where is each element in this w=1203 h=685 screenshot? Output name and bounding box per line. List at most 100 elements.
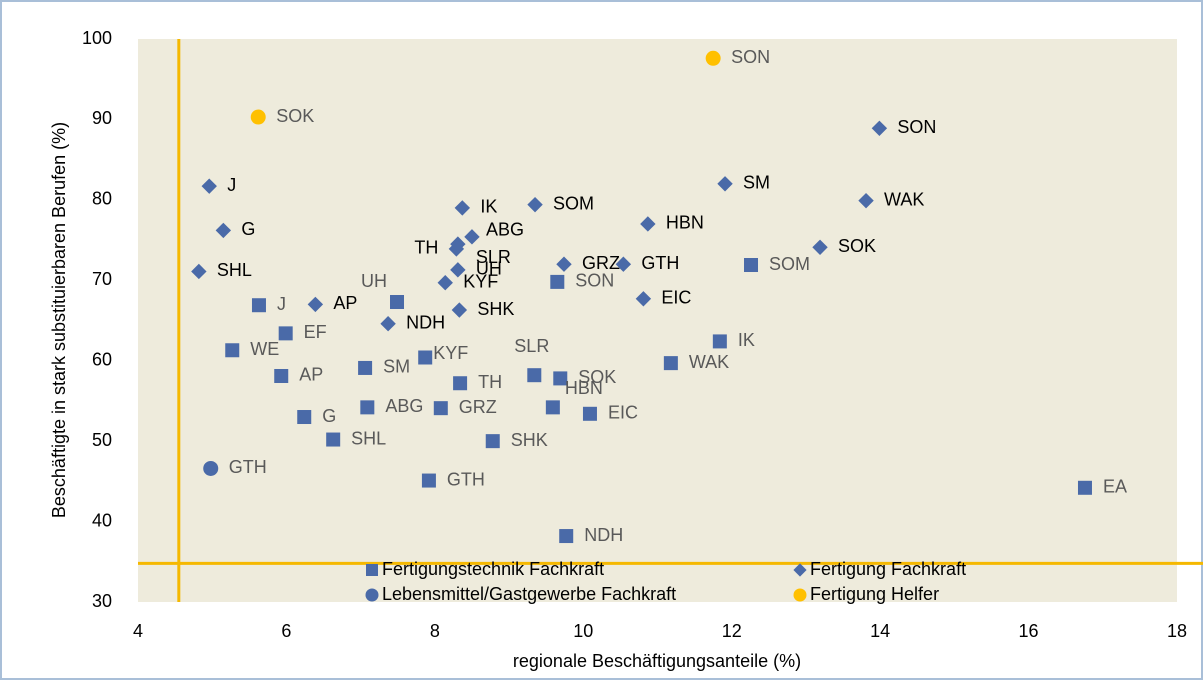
data-label: G [322, 406, 336, 426]
data-label: SHL [351, 428, 386, 448]
data-label: KYF [463, 271, 498, 291]
point [556, 256, 572, 272]
data-label: IK [738, 330, 755, 350]
point [433, 401, 448, 416]
data-label: WAK [884, 189, 924, 209]
point [451, 302, 468, 318]
x-tick-label: 4 [133, 621, 143, 641]
data-label: SM [383, 357, 410, 377]
data-label: SHK [477, 299, 514, 319]
point [553, 371, 568, 386]
data-label: SOK [276, 106, 314, 126]
point [297, 410, 312, 425]
point [1077, 480, 1092, 495]
y-tick-label: 60 [92, 349, 112, 369]
point [464, 229, 480, 245]
y-tick-label: 70 [92, 269, 112, 289]
point [663, 356, 678, 371]
point [635, 291, 652, 307]
data-label: TH [478, 372, 502, 392]
data-label: J [227, 175, 236, 195]
x-tick-label: 10 [573, 621, 593, 641]
data-label: G [241, 219, 255, 239]
data-label: UH [476, 259, 502, 279]
point [380, 316, 396, 332]
data-label: GTH [229, 457, 267, 477]
point [450, 262, 466, 278]
x-tick-label: 8 [430, 621, 440, 641]
x-tick-label: 12 [722, 621, 742, 641]
point [450, 236, 466, 252]
data-label: SON [731, 47, 770, 67]
point [215, 222, 232, 239]
data-label: AP [333, 293, 357, 313]
data-label: KYF [433, 343, 468, 363]
point [640, 216, 656, 232]
point [278, 326, 293, 341]
point [545, 400, 560, 415]
point [358, 360, 373, 375]
legend-marker [793, 588, 807, 602]
point [550, 274, 565, 289]
data-label: GTH [641, 253, 679, 273]
legend-marker [793, 563, 807, 577]
y-axis-label: Beschäftigte in stark substituierbaren B… [49, 122, 69, 518]
y-tick-label: 100 [82, 28, 112, 48]
legend-label: Lebensmittel/Gastgewerbe Fachkraft [382, 584, 676, 604]
y-tick-label: 80 [92, 189, 112, 209]
y-tick-label: 50 [92, 430, 112, 450]
point [390, 295, 405, 310]
point [615, 256, 632, 272]
x-tick-label: 16 [1019, 621, 1039, 641]
point [582, 406, 597, 421]
point [812, 239, 828, 256]
point [744, 258, 759, 273]
point [191, 263, 207, 280]
data-label: J [277, 294, 286, 314]
point [858, 192, 874, 209]
data-label: SOK [838, 236, 876, 256]
point [421, 473, 436, 488]
data-label: SON [897, 117, 936, 137]
data-label: IK [480, 197, 497, 217]
point [454, 200, 471, 216]
point [225, 343, 240, 358]
data-label: NDH [584, 525, 623, 545]
data-label: EF [304, 322, 327, 342]
y-tick-label: 90 [92, 108, 112, 128]
legend-label: Fertigung Helfer [810, 584, 939, 604]
point [871, 120, 888, 136]
data-label: EIC [661, 288, 691, 308]
point [201, 178, 217, 194]
data-label: EA [1103, 477, 1127, 497]
point [203, 460, 219, 476]
data-label: HBN [565, 378, 603, 398]
point [559, 529, 574, 544]
data-label: SON [575, 271, 614, 291]
point [527, 196, 543, 213]
data-label: GRZ [582, 253, 620, 273]
data-label: WAK [689, 352, 729, 372]
x-axis-label: regionale Beschäftigungsanteile (%) [513, 651, 801, 671]
data-label: TH [414, 238, 438, 258]
data-label: SOK [578, 367, 616, 387]
point [527, 368, 542, 383]
data-label: EIC [608, 403, 638, 423]
legend-marker [365, 588, 379, 602]
data-label: ABG [486, 220, 524, 240]
data-label: GRZ [459, 397, 497, 417]
data-label: SLR [476, 247, 511, 267]
x-tick-label: 6 [281, 621, 291, 641]
data-label: UH [361, 271, 387, 291]
point [705, 50, 721, 66]
y-tick-label: 30 [92, 591, 112, 611]
legend-label: Fertigungstechnik Fachkraft [382, 559, 604, 579]
data-label: AP [299, 365, 323, 385]
data-label: ABG [385, 396, 423, 416]
point [326, 432, 341, 447]
x-tick-label: 18 [1167, 621, 1187, 641]
data-label: WE [250, 339, 279, 359]
point [274, 368, 289, 383]
data-label: SOM [553, 193, 594, 213]
